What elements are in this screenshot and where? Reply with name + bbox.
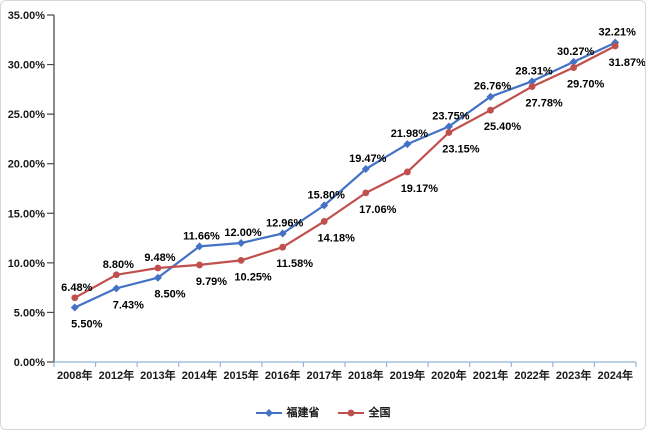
data-point-marker (70, 303, 79, 312)
x-tick-label: 2018年 (348, 368, 383, 382)
data-point-marker (320, 218, 328, 225)
y-tick-label: 10.00% (8, 258, 46, 270)
data-label: 7.43% (113, 299, 144, 311)
data-point-marker (403, 140, 412, 149)
data-label: 8.80% (103, 259, 134, 271)
x-tick-label: 2016年 (265, 368, 300, 382)
data-label: 5.50% (71, 318, 102, 330)
data-label: 9.48% (144, 252, 175, 264)
legend-marker-fujian-icon (255, 409, 282, 417)
data-point-marker (362, 189, 370, 197)
data-point-marker (487, 106, 494, 114)
y-tick-label: 30.00% (8, 60, 46, 72)
data-label: 9.79% (196, 276, 227, 288)
data-label: 15.80% (308, 189, 346, 201)
data-label: 27.78% (525, 98, 563, 110)
data-point-marker (278, 229, 287, 238)
y-tick-label: 15.00% (8, 208, 46, 220)
data-label: 10.25% (234, 271, 272, 283)
data-point-marker (445, 129, 453, 136)
y-tick-label: 20.00% (8, 159, 46, 171)
x-tick-label: 2023年 (556, 368, 591, 382)
data-point-marker (528, 83, 536, 90)
series-line-1 (74, 45, 616, 299)
chart-legend: 福建省 全国 (1, 403, 645, 423)
data-point-marker (403, 168, 411, 176)
data-label: 29.70% (567, 79, 605, 91)
data-label: 19.47% (349, 153, 387, 165)
data-point-marker (196, 261, 203, 269)
series-line-0 (74, 41, 616, 309)
y-tick-label: 5.00% (14, 307, 45, 319)
legend-item-fujian: 福建省 (255, 406, 320, 419)
data-point-marker (528, 77, 537, 86)
x-tick-label: 2024年 (597, 368, 632, 382)
data-label: 19.17% (401, 183, 439, 195)
x-tick-label: 2015年 (223, 368, 258, 382)
data-point-marker (361, 164, 370, 173)
data-label: 6.48% (61, 282, 92, 294)
x-tick-label: 2019年 (390, 368, 425, 382)
data-point-marker (112, 284, 121, 293)
x-tick-label: 2012年 (99, 368, 134, 382)
data-point-marker (237, 239, 246, 248)
legend-marker-national-icon (337, 409, 364, 417)
data-label: 28.31% (515, 65, 553, 77)
data-point-marker (486, 92, 495, 101)
data-point-marker (153, 273, 162, 282)
data-label: 12.00% (224, 227, 262, 239)
data-label: 11.66% (183, 230, 220, 242)
data-point-marker (112, 271, 120, 279)
data-label: 11.58% (276, 258, 313, 270)
data-label: 31.87% (609, 57, 646, 69)
x-tick-label: 2008年 (57, 368, 92, 382)
data-point-marker (570, 64, 578, 71)
data-point-marker (154, 264, 162, 272)
data-point-marker (71, 294, 79, 302)
data-label: 26.76% (474, 81, 512, 93)
data-label: 32.21% (599, 27, 637, 39)
data-label: 12.96% (266, 218, 304, 230)
y-tick-label: 25.00% (8, 109, 46, 121)
data-point-marker (279, 243, 287, 251)
legend-item-national: 全国 (337, 406, 391, 419)
x-tick-label: 2022年 (514, 368, 549, 382)
data-label: 17.06% (359, 204, 397, 216)
x-tick-label: 2021年 (473, 368, 508, 382)
legend-label-national: 全国 (368, 406, 391, 419)
x-tick-label: 2013年 (140, 368, 175, 382)
data-label: 23.75% (432, 111, 470, 123)
x-tick-label: 2017年 (306, 368, 341, 382)
y-tick-label: 0.00% (14, 357, 45, 369)
x-tick-label: 2020年 (431, 368, 466, 382)
data-point-marker (444, 122, 453, 131)
data-label: 21.98% (391, 128, 429, 140)
data-label: 14.18% (318, 232, 356, 244)
data-point-marker (237, 256, 245, 264)
data-label: 23.15% (442, 143, 480, 155)
data-label: 25.40% (484, 121, 522, 133)
data-point-marker (195, 242, 204, 251)
data-point-marker (320, 201, 329, 210)
data-point-marker (569, 57, 578, 66)
data-point-marker (611, 42, 619, 50)
data-label: 30.27% (557, 46, 595, 58)
x-tick-label: 2014年 (182, 368, 217, 382)
y-tick-label: 35.00% (8, 10, 46, 22)
data-label: 8.50% (154, 289, 185, 301)
legend-label-fujian: 福建省 (286, 406, 320, 419)
